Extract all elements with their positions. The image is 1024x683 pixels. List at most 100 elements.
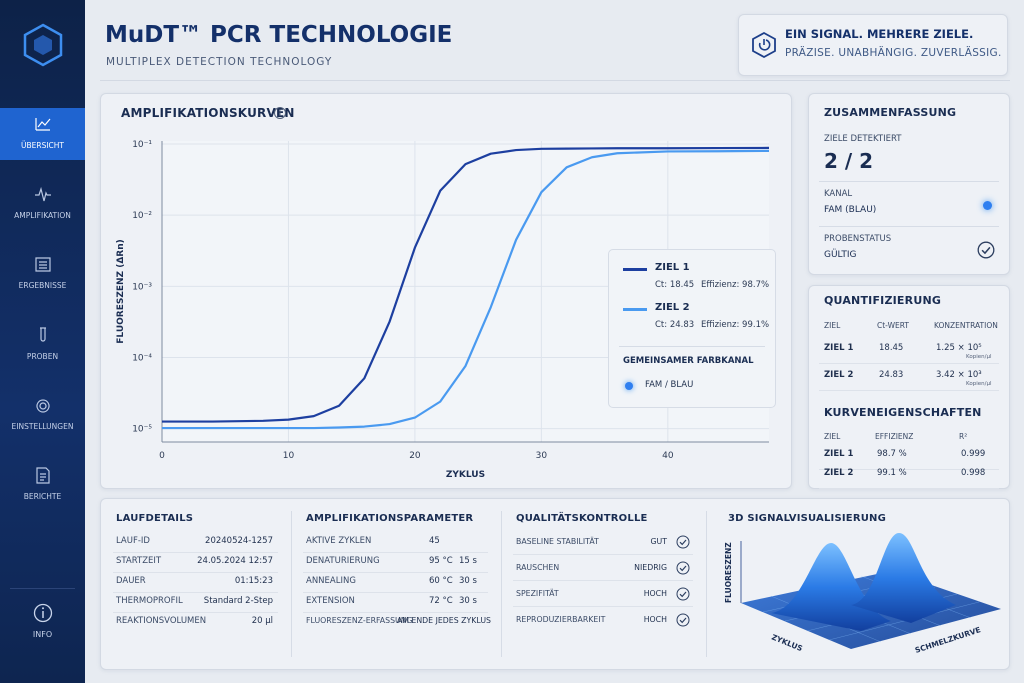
tagline: PRÄZISE. UNABHÄNGIG. ZUVERLÄSSIG. (785, 47, 1002, 59)
parameter-value: AM ENDE JEDES ZYKLUS (396, 616, 491, 625)
x-tick-label: 0 (159, 451, 165, 461)
nav-icon[interactable] (34, 467, 52, 484)
check-circle (676, 613, 690, 627)
check-circle (676, 535, 690, 549)
check-mark (981, 246, 991, 255)
legend-swatch (623, 308, 647, 311)
logo (23, 23, 63, 67)
shared-channel: FAM / BLAU (645, 380, 694, 390)
icon-shape (35, 187, 51, 202)
tagline-title: EIN SIGNAL. MEHRERE ZIELE. (785, 27, 974, 41)
column-header: ZIEL (824, 432, 841, 441)
separator (819, 226, 999, 227)
legend-ct: Ct: 24.83 (655, 320, 695, 330)
parameter-label: EXTENSION (306, 596, 355, 606)
icon-shape (36, 399, 50, 413)
divider (706, 511, 707, 657)
info-icon[interactable] (33, 603, 53, 623)
section-title: LAUFDETAILS (116, 513, 194, 524)
unit: Kopien/µl (966, 381, 992, 387)
parameter-value: 72 °C (429, 596, 453, 606)
qc-value: HOCH (643, 615, 667, 624)
cell: 98.7 % (877, 449, 907, 459)
nav-icon[interactable] (34, 186, 52, 203)
nav-item[interactable]: ÜBERSICHT (0, 108, 85, 160)
legend-label: ZIEL 2 (655, 302, 690, 313)
nav-icon[interactable] (34, 256, 52, 273)
nav-label[interactable]: AMPLIFIKATION (14, 211, 71, 221)
nav-item[interactable]: BERICHTE (0, 459, 85, 511)
page-title: MuDT™ PCR TECHNOLOGIE (105, 22, 453, 48)
y-tick-label: 10⁻¹ (132, 140, 152, 150)
qc-label: RAUSCHEN (516, 563, 560, 572)
parameter-value: 95 °C (429, 556, 453, 566)
column-header: R² (959, 432, 968, 441)
qc-label: REPRODUZIERBARKEIT (516, 615, 606, 624)
legend-efficiency: Effizienz: 99.1% (701, 320, 770, 330)
quantification-panel: QUANTIFIZIERUNG KURVENEIGENSCHAFTEN ZIEL… (808, 285, 1010, 489)
detail-label: DAUER (116, 576, 146, 586)
nav-item[interactable]: EINSTELLUNGEN (0, 389, 85, 441)
detail-label: REAKTIONSVOLUMEN (116, 616, 207, 626)
row-separator (303, 612, 488, 613)
cell: ZIEL 1 (824, 449, 854, 459)
column-header: EFFIZIENZ (875, 432, 914, 441)
detail-value: Standard 2-Step (203, 596, 273, 606)
legend-swatch (623, 268, 647, 271)
check-icon (977, 241, 995, 259)
separator (819, 181, 999, 182)
row-separator (819, 390, 999, 391)
nav-item[interactable]: PROBEN (0, 319, 85, 371)
shared-channel-title: GEMEINSAMER FARBKANAL (623, 356, 754, 366)
nav-label[interactable]: EINSTELLUNGEN (11, 421, 74, 431)
info-icon[interactable] (273, 106, 287, 120)
nav-icon[interactable] (34, 326, 52, 344)
divider (10, 588, 75, 589)
summary-label: PROBENSTATUS (824, 234, 892, 244)
y-axis-label: FLUORESZENZ (ΔRn) (116, 239, 126, 343)
nav-label[interactable]: BERICHTE (23, 492, 62, 501)
parameter-value: 15 s (459, 556, 477, 566)
detail-label: THERMOPROFIL (116, 596, 183, 606)
detail-label: LAUF-ID (116, 536, 150, 546)
parameter-value: 60 °C (429, 576, 453, 586)
channel-dot (625, 382, 633, 390)
row-separator (819, 469, 999, 470)
unit: Kopien/µl (966, 354, 992, 360)
check-icon (676, 613, 690, 627)
check-icon (676, 535, 690, 549)
y-tick-label: 10⁻³ (132, 282, 152, 292)
qc-value: GUT (650, 537, 667, 546)
nav-label[interactable]: PROBEN (26, 351, 59, 361)
parameter-value: 45 (429, 536, 440, 546)
nav-item[interactable]: ERGEBNISSE (0, 248, 85, 300)
cell: 0.998 (961, 468, 986, 478)
nav-item[interactable]: AMPLIFIKATION (0, 178, 85, 230)
check-mark (679, 591, 687, 598)
nav-icon[interactable] (34, 116, 52, 133)
info-label[interactable]: INFO (32, 630, 53, 639)
row-separator (303, 552, 488, 553)
section-title: AMPLIFIKATIONSPARAMETER (306, 513, 474, 524)
summary-value: FAM (BLAU) (824, 205, 877, 215)
parameter-label: DENATURIERUNG (306, 556, 380, 566)
nav-label[interactable]: ERGEBNISSE (18, 281, 67, 291)
section-title: QUALITÄTSKONTROLLE (516, 513, 648, 524)
nav-label[interactable]: ÜBERSICHT (20, 141, 64, 150)
summary-panel: ZUSAMMENFASSUNG ZIELE DETEKTIERT 2 / 2 KAN… (808, 93, 1010, 275)
parameter-value: 30 s (459, 596, 477, 606)
x-axis-label: ZYKLUS (446, 470, 485, 480)
z-axis-label: FLUORESZENZ (724, 542, 733, 603)
row-separator (303, 572, 488, 573)
parameter-label: ANNEALING (306, 576, 356, 586)
check-mark (679, 565, 687, 572)
icon-shape (35, 118, 51, 131)
summary-value: 2 / 2 (824, 149, 874, 173)
check-icon (676, 561, 690, 575)
x-tick-label: 20 (409, 451, 421, 461)
tagline-box: EIN SIGNAL. MEHRERE ZIELE. PRÄZISE. UNAB… (738, 14, 1008, 76)
nav-icon[interactable] (34, 397, 52, 414)
row-separator (113, 592, 278, 593)
series-line (162, 149, 770, 430)
detail-value: 24.05.2024 12:57 (197, 556, 273, 566)
